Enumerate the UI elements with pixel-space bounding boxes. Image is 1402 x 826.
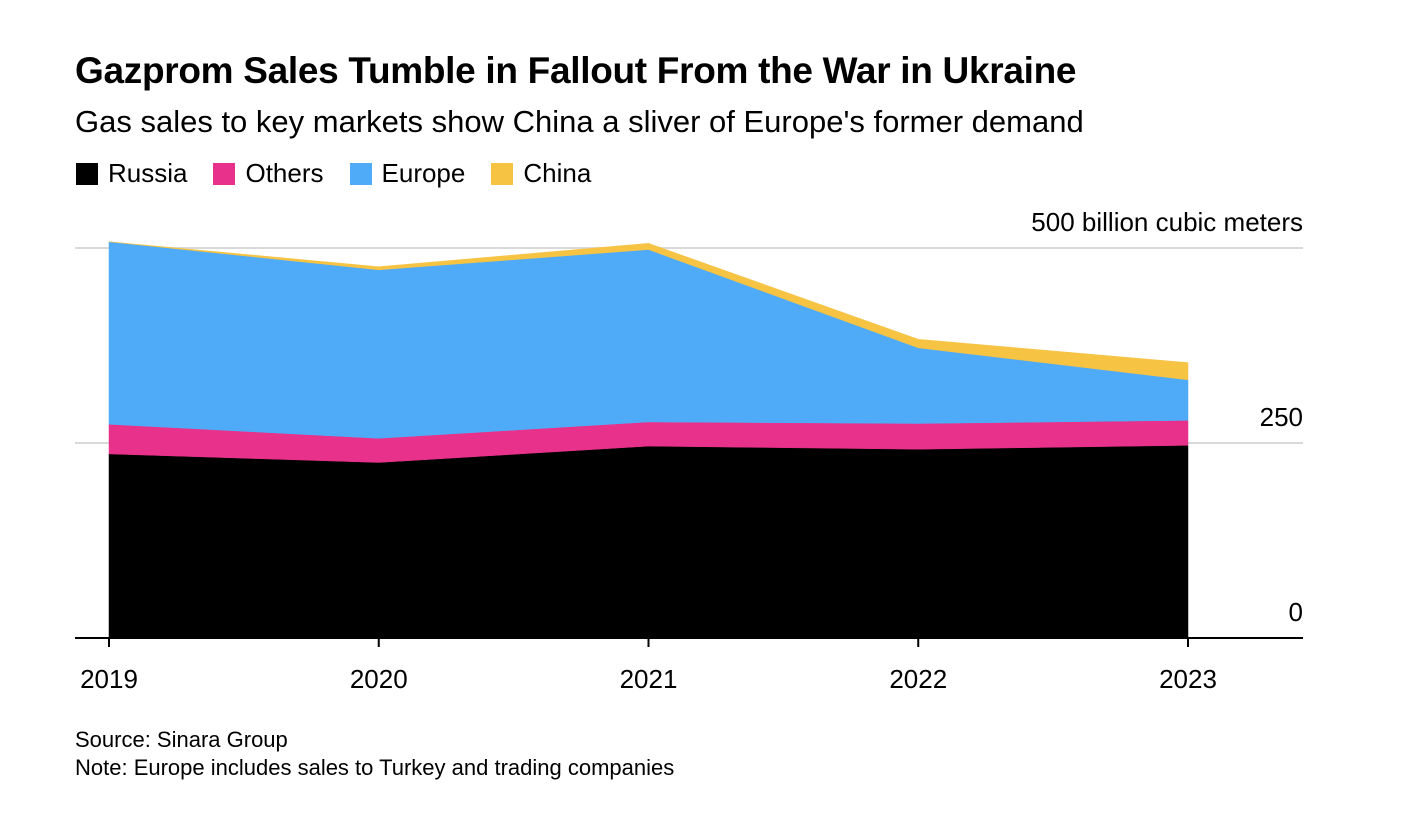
x-tick-label-2023: 2023 xyxy=(1159,664,1217,694)
legend-swatch-russia xyxy=(76,162,98,185)
chart-title: Gazprom Sales Tumble in Fallout From the… xyxy=(75,50,1077,91)
area-russia xyxy=(108,445,1189,639)
legend: Russia Others Europe China xyxy=(76,158,617,189)
legend-label-europe: Europe xyxy=(381,158,466,188)
legend-item-russia: Russia xyxy=(76,158,187,189)
y-tick-label-250: 250 xyxy=(1260,402,1303,432)
chart-subtitle: Gas sales to key markets show China a sl… xyxy=(75,104,1084,139)
area-china xyxy=(108,241,1189,381)
area-europe xyxy=(108,241,1189,439)
legend-label-russia: Russia xyxy=(108,158,188,188)
legend-swatch-china xyxy=(491,162,514,185)
x-tick-label-2020: 2020 xyxy=(350,664,408,694)
legend-item-others: Others xyxy=(213,158,324,189)
legend-swatch-others xyxy=(213,162,236,185)
legend-label-others: Others xyxy=(245,158,324,188)
legend-item-europe: Europe xyxy=(349,158,466,189)
source-note: Source: Sinara Group xyxy=(75,727,288,752)
legend-swatch-europe xyxy=(349,162,372,185)
y-tick-label-500: 500 billion cubic meters xyxy=(1031,207,1303,237)
x-tick-label-2019: 2019 xyxy=(80,664,138,694)
x-tick-label-2022: 2022 xyxy=(889,664,947,694)
footnote: Note: Europe includes sales to Turkey an… xyxy=(75,755,675,780)
x-tick-label-2021: 2021 xyxy=(620,664,678,694)
legend-label-china: China xyxy=(523,158,592,188)
legend-item-china: China xyxy=(491,158,591,189)
y-tick-label-0: 0 xyxy=(1289,597,1303,627)
